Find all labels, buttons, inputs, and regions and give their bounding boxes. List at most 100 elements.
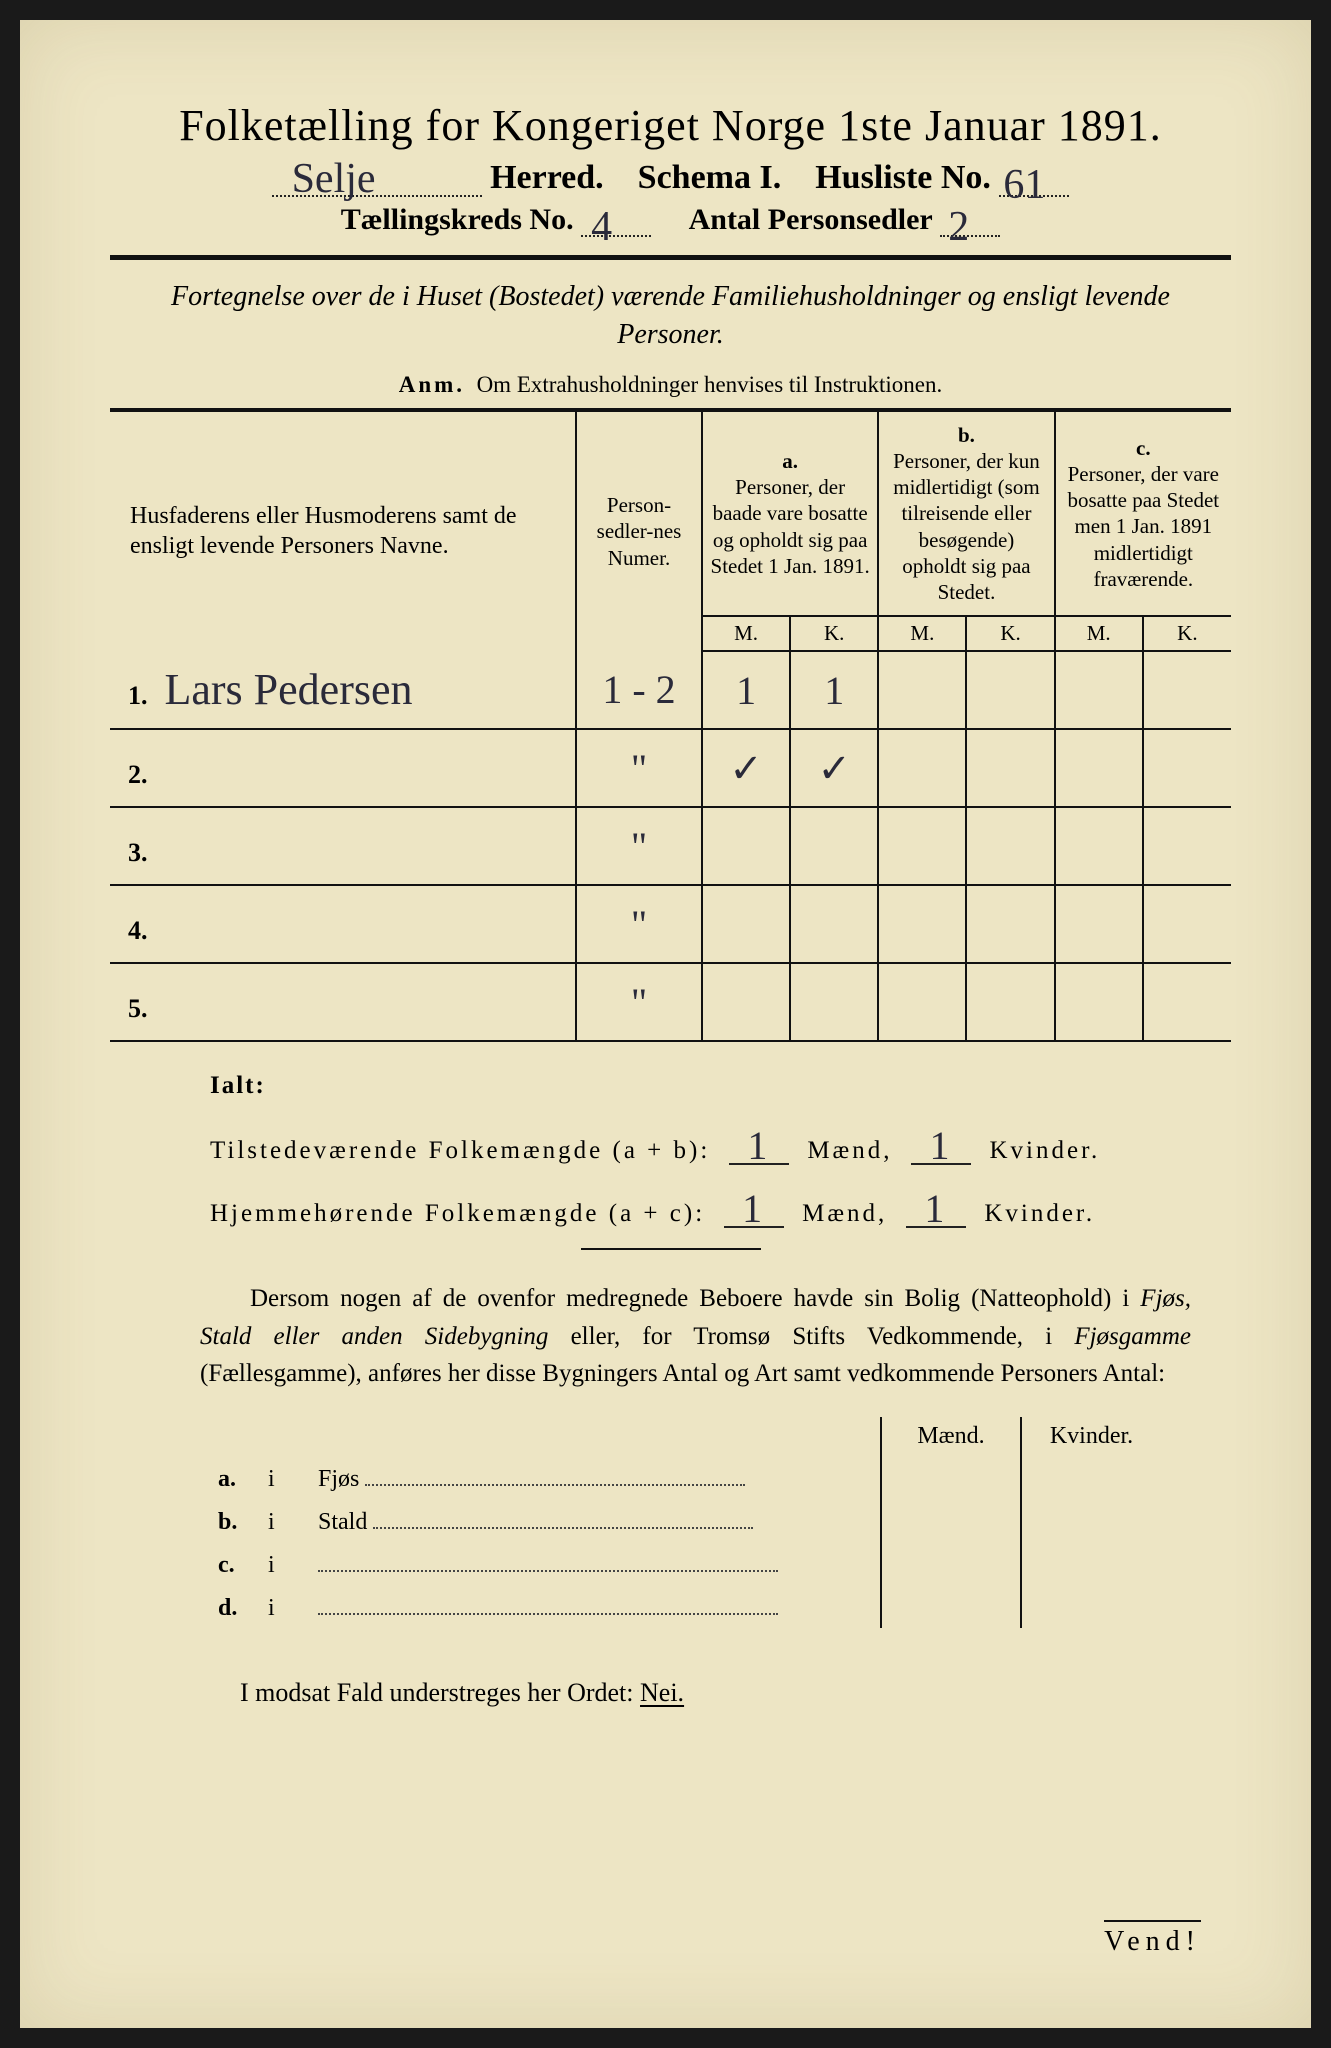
tilstede-k-field: 1	[911, 1116, 971, 1165]
schema-label: Schema I.	[638, 159, 782, 196]
b-k-cell	[966, 729, 1054, 807]
sidebuilding-row: b.iStald	[210, 1499, 1161, 1542]
sb-m-cell	[881, 1585, 1021, 1628]
a-m-cell: 1	[702, 651, 790, 729]
a-k-cell	[790, 885, 878, 963]
name-cell: 4.	[110, 885, 576, 963]
c-k-cell	[1143, 885, 1231, 963]
sb-k-cell	[1021, 1542, 1161, 1585]
b-m-cell	[878, 885, 966, 963]
sb-label	[310, 1585, 881, 1628]
col-a-header: a.Personer, der baade vare bosatte og op…	[702, 410, 878, 617]
b-k-cell	[966, 807, 1054, 885]
sb-label	[310, 1542, 881, 1585]
sidebuilding-row: c.i	[210, 1542, 1161, 1585]
sb-i: i	[260, 1456, 310, 1499]
num-cell: "	[576, 729, 702, 807]
husliste-label: Husliste No.	[815, 159, 991, 196]
c-m-cell	[1055, 885, 1143, 963]
sb-head-k: Kvinder.	[1021, 1417, 1161, 1456]
table-row: 5. "	[110, 963, 1231, 1041]
page-title: Folketælling for Kongeriget Norge 1ste J…	[110, 100, 1231, 151]
antal-label: Antal Personsedler	[689, 203, 933, 236]
sb-k-cell	[1021, 1456, 1161, 1499]
kreds-label: Tællingskreds No.	[341, 203, 574, 236]
c-m-cell	[1055, 651, 1143, 729]
col-b-m: M.	[878, 616, 966, 651]
name-cell: 1. Lars Pedersen	[110, 651, 576, 729]
sidebuilding-paragraph: Dersom nogen af de ovenfor medregnede Be…	[200, 1280, 1191, 1393]
num-cell: 1 - 2	[576, 651, 702, 729]
col-c-k: K.	[1143, 616, 1231, 651]
c-k-cell	[1143, 963, 1231, 1041]
a-m-cell	[702, 807, 790, 885]
kreds-field: 4	[581, 235, 651, 237]
sb-m-cell	[881, 1542, 1021, 1585]
anm-label: Anm.	[399, 372, 465, 397]
sidebuilding-table: Mænd. Kvinder. a.iFjøs b.iStald c.i d.i	[210, 1417, 1161, 1628]
b-k-cell	[966, 651, 1054, 729]
intro-text: Fortegnelse over de i Huset (Bostedet) v…	[150, 278, 1191, 354]
col-a-k: K.	[790, 616, 878, 651]
sidebuilding-row: d.i	[210, 1585, 1161, 1628]
a-m-cell	[702, 885, 790, 963]
a-m-cell: ✓	[702, 729, 790, 807]
b-m-cell	[878, 963, 966, 1041]
sb-label: Stald	[310, 1499, 881, 1542]
c-k-cell	[1143, 807, 1231, 885]
sidebuilding-row: a.iFjøs	[210, 1456, 1161, 1499]
num-cell: "	[576, 807, 702, 885]
b-m-cell	[878, 807, 966, 885]
nei-word: Nei.	[640, 1678, 684, 1707]
tilstede-m-field: 1	[729, 1116, 789, 1165]
sb-key: b.	[210, 1499, 260, 1542]
a-m-cell	[702, 963, 790, 1041]
ialt-label: Ialt:	[210, 1072, 1171, 1100]
num-cell: "	[576, 885, 702, 963]
sb-m-cell	[881, 1456, 1021, 1499]
b-m-cell	[878, 729, 966, 807]
col-num-header: Person-sedler-nes Numer.	[576, 410, 702, 652]
num-cell: "	[576, 963, 702, 1041]
herred-value: Selje	[292, 155, 376, 203]
c-k-cell	[1143, 729, 1231, 807]
vend-footer: Vend!	[1104, 1920, 1201, 1958]
table-row: 2. "✓✓	[110, 729, 1231, 807]
herred-label: Herred.	[490, 159, 604, 196]
sb-k-cell	[1021, 1585, 1161, 1628]
totals-row-2: Hjemmehørende Folkemængde (a + c): 1 Mæn…	[210, 1179, 1171, 1228]
census-table: Husfaderens eller Husmoderens samt de en…	[110, 408, 1231, 1043]
kreds-value: 4	[591, 203, 612, 251]
col-c-header: c.Personer, der vare bosatte paa Stedet …	[1055, 410, 1231, 617]
anm-text: Om Extrahusholdninger henvises til Instr…	[477, 372, 943, 397]
rule-1	[110, 255, 1231, 260]
a-k-cell	[790, 807, 878, 885]
name-cell: 3.	[110, 807, 576, 885]
totals-block: Ialt: Tilstedeværende Folkemængde (a + b…	[210, 1072, 1171, 1228]
b-m-cell	[878, 651, 966, 729]
census-form-page: Folketælling for Kongeriget Norge 1ste J…	[20, 20, 1311, 2028]
sb-i: i	[260, 1499, 310, 1542]
a-k-cell: 1	[790, 651, 878, 729]
totals-row-1: Tilstedeværende Folkemængde (a + b): 1 M…	[210, 1116, 1171, 1165]
sb-i: i	[260, 1585, 310, 1628]
sb-label: Fjøs	[310, 1456, 881, 1499]
col-a-m: M.	[702, 616, 790, 651]
c-m-cell	[1055, 807, 1143, 885]
sb-key: c.	[210, 1542, 260, 1585]
table-row: 3. "	[110, 807, 1231, 885]
b-k-cell	[966, 885, 1054, 963]
husliste-value: 61	[1003, 161, 1045, 209]
sb-k-cell	[1021, 1499, 1161, 1542]
c-m-cell	[1055, 963, 1143, 1041]
hjemme-k-field: 1	[906, 1179, 966, 1228]
b-k-cell	[966, 963, 1054, 1041]
col-name-header: Husfaderens eller Husmoderens samt de en…	[110, 410, 576, 652]
header-line-3: Tællingskreds No. 4 Antal Personsedler 2	[110, 203, 1231, 237]
header-line-2: Selje Herred. Schema I. Husliste No. 61	[110, 159, 1231, 197]
sb-head-m: Mænd.	[881, 1417, 1021, 1456]
anm-line: Anm. Om Extrahusholdninger henvises til …	[110, 372, 1231, 398]
col-c-m: M.	[1055, 616, 1143, 651]
husliste-field: 61	[999, 195, 1069, 197]
col-b-k: K.	[966, 616, 1054, 651]
